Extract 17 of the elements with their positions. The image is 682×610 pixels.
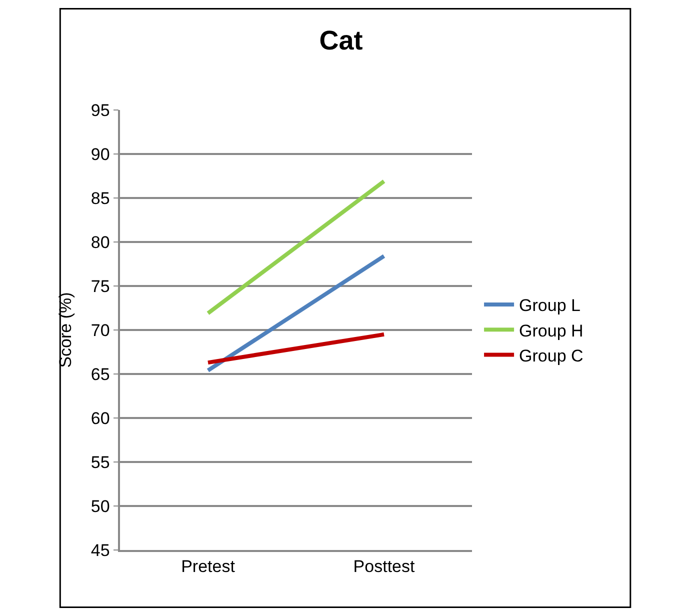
y-tick-label: 75 [90,276,110,296]
y-tick-label: 50 [90,496,110,516]
y-tick-label: 85 [90,188,110,208]
x-tick-label: Pretest [181,557,236,576]
legend-label: Group H [519,321,584,340]
y-tick-label: 95 [90,100,110,120]
y-tick-label: 55 [90,452,110,472]
y-tick-label: 70 [90,320,110,340]
y-tick-label: 80 [90,232,110,252]
y-tick-label: 65 [90,364,110,384]
x-tick-label: Posttest [353,557,415,576]
y-tick-label: 45 [90,540,110,560]
chart-title: Cat [319,25,363,56]
legend-label: Group L [519,296,580,316]
y-tick-label: 90 [90,144,110,164]
y-tick-label: 60 [90,408,110,428]
legend-label: Group C [519,346,584,366]
